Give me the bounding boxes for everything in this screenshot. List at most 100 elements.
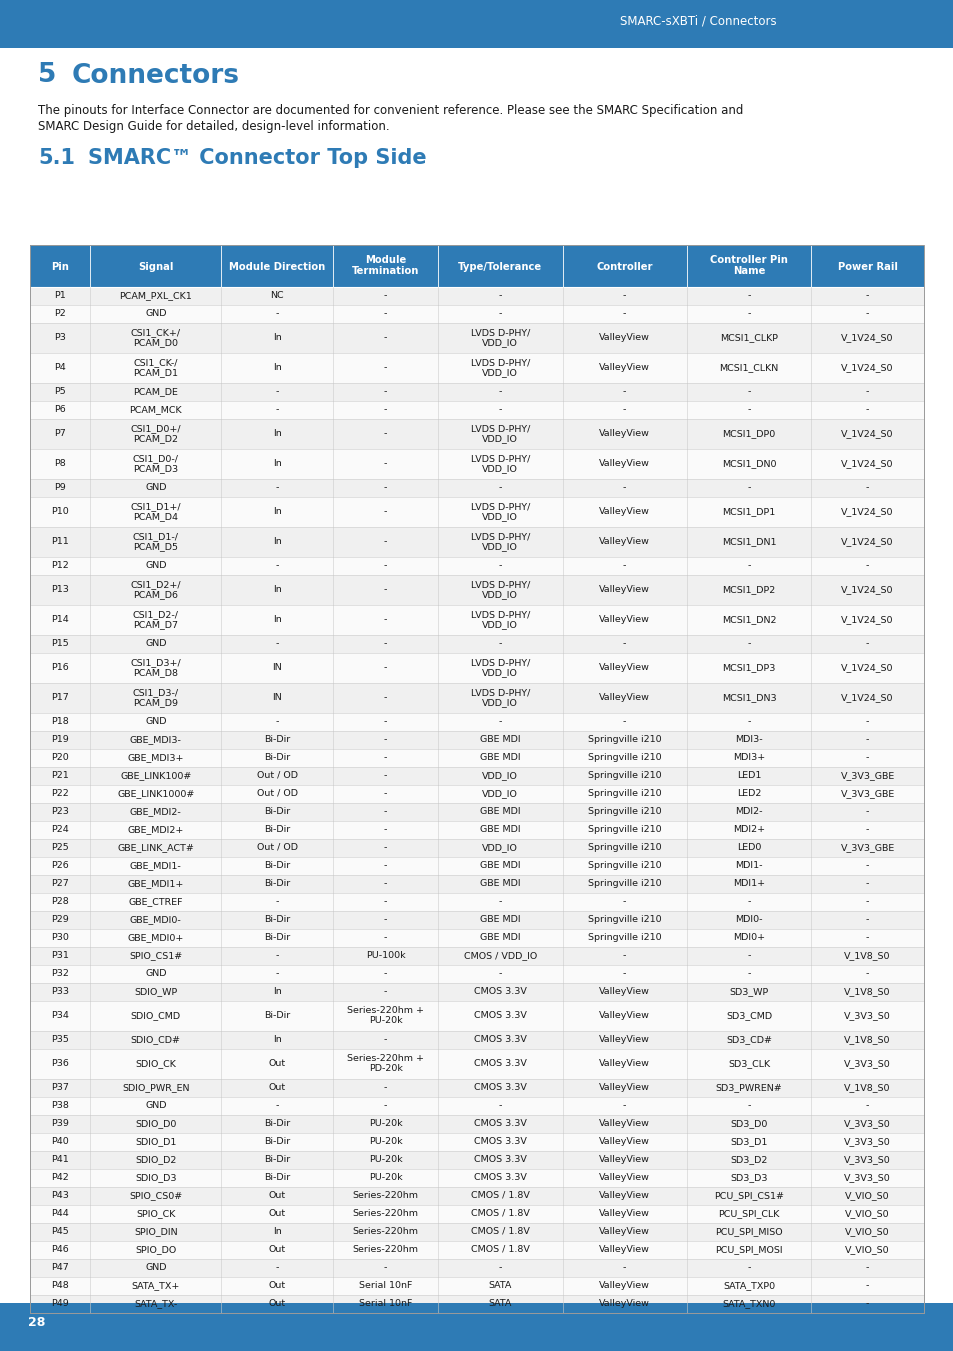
Text: ValleyView: ValleyView xyxy=(598,363,649,372)
Text: P41: P41 xyxy=(51,1155,69,1165)
Text: -: - xyxy=(865,753,868,762)
Text: CMOS 3.3V: CMOS 3.3V xyxy=(474,988,526,996)
Text: -: - xyxy=(865,309,868,317)
Text: Bi-Dir: Bi-Dir xyxy=(264,934,290,942)
Text: ValleyView: ValleyView xyxy=(598,1227,649,1236)
Text: -: - xyxy=(746,484,750,492)
Text: In: In xyxy=(273,430,281,438)
Text: -: - xyxy=(383,615,387,624)
Text: V_1V8_S0: V_1V8_S0 xyxy=(843,951,890,961)
Text: ValleyView: ValleyView xyxy=(598,536,649,546)
Text: P26: P26 xyxy=(51,861,69,870)
Text: GND: GND xyxy=(145,561,167,570)
Text: VDD_IO: VDD_IO xyxy=(482,367,517,377)
Text: P37: P37 xyxy=(51,1084,69,1092)
Text: SMARC Design Guide for detailed, design-level information.: SMARC Design Guide for detailed, design-… xyxy=(38,120,389,132)
Text: ValleyView: ValleyView xyxy=(598,430,649,438)
Text: PCU_SPI_CLK: PCU_SPI_CLK xyxy=(718,1209,779,1219)
Text: CMOS / 1.8V: CMOS / 1.8V xyxy=(471,1227,529,1236)
Text: SDIO_CK: SDIO_CK xyxy=(135,1059,176,1069)
Bar xyxy=(30,984,923,1001)
Text: CSI1_D3+/: CSI1_D3+/ xyxy=(131,658,181,667)
Text: V_3V3_S0: V_3V3_S0 xyxy=(843,1173,890,1182)
Text: MDI0-: MDI0- xyxy=(735,915,762,924)
Text: GBE_MDI3-: GBE_MDI3- xyxy=(130,735,182,744)
Text: -: - xyxy=(865,825,868,834)
Text: P11: P11 xyxy=(51,536,69,546)
Bar xyxy=(30,929,923,947)
Text: PU-20k: PU-20k xyxy=(369,1138,402,1146)
Text: ValleyView: ValleyView xyxy=(598,1084,649,1092)
Text: Bi-Dir: Bi-Dir xyxy=(264,735,290,744)
Text: Series-220hm: Series-220hm xyxy=(353,1246,418,1254)
Text: Bi-Dir: Bi-Dir xyxy=(264,1138,290,1146)
Text: SD3_CLK: SD3_CLK xyxy=(727,1059,769,1069)
Text: P10: P10 xyxy=(51,507,69,516)
Text: P6: P6 xyxy=(54,405,66,413)
Text: Springville i210: Springville i210 xyxy=(587,807,660,816)
Text: SPIO_CS0#: SPIO_CS0# xyxy=(129,1192,182,1200)
Text: In: In xyxy=(273,585,281,594)
Text: GBE MDI: GBE MDI xyxy=(479,934,520,942)
Text: SPIO_DO: SPIO_DO xyxy=(135,1246,176,1254)
Text: P3: P3 xyxy=(54,332,66,342)
Text: P48: P48 xyxy=(51,1281,69,1290)
Text: Series-220hm: Series-220hm xyxy=(353,1192,418,1200)
Text: -: - xyxy=(746,405,750,413)
Text: V_1V24_S0: V_1V24_S0 xyxy=(841,536,893,546)
Text: -: - xyxy=(746,290,750,300)
Text: -: - xyxy=(746,561,750,570)
Text: P34: P34 xyxy=(51,1011,69,1020)
Text: Out / OD: Out / OD xyxy=(256,771,297,780)
Text: Out / OD: Out / OD xyxy=(256,789,297,798)
Text: -: - xyxy=(383,753,387,762)
Text: PCAM_D9: PCAM_D9 xyxy=(133,698,178,707)
Text: -: - xyxy=(275,484,278,492)
Text: SATA: SATA xyxy=(488,1300,512,1308)
Text: -: - xyxy=(622,951,626,961)
Text: -: - xyxy=(865,735,868,744)
Text: CMOS / 1.8V: CMOS / 1.8V xyxy=(471,1246,529,1254)
Text: -: - xyxy=(383,459,387,467)
Text: -: - xyxy=(275,405,278,413)
Text: SMARC-sXBTi / Connectors: SMARC-sXBTi / Connectors xyxy=(619,14,776,27)
Text: Serial 10nF: Serial 10nF xyxy=(358,1300,412,1308)
Text: LVDS D-PHY/: LVDS D-PHY/ xyxy=(470,532,530,540)
Text: P9: P9 xyxy=(54,484,66,492)
Text: GBE MDI: GBE MDI xyxy=(479,880,520,888)
Text: -: - xyxy=(865,1281,868,1290)
Text: SDIO_WP: SDIO_WP xyxy=(134,988,177,996)
Text: -: - xyxy=(746,1101,750,1111)
Bar xyxy=(30,821,923,839)
Text: P35: P35 xyxy=(51,1035,69,1044)
Text: P23: P23 xyxy=(51,807,69,816)
Text: CSI1_CK+/: CSI1_CK+/ xyxy=(131,328,181,336)
Text: -: - xyxy=(865,1263,868,1273)
Text: -: - xyxy=(865,386,868,396)
Bar xyxy=(30,557,923,576)
Text: P20: P20 xyxy=(51,753,69,762)
Text: -: - xyxy=(383,915,387,924)
Text: LVDS D-PHY/: LVDS D-PHY/ xyxy=(470,580,530,589)
Bar xyxy=(30,653,923,684)
Text: -: - xyxy=(622,484,626,492)
Text: ValleyView: ValleyView xyxy=(598,693,649,703)
Text: ValleyView: ValleyView xyxy=(598,1173,649,1182)
Text: GND: GND xyxy=(145,484,167,492)
Text: Bi-Dir: Bi-Dir xyxy=(264,1119,290,1128)
Text: SATA_TX-: SATA_TX- xyxy=(134,1300,177,1308)
Text: -: - xyxy=(622,1101,626,1111)
Text: Type/Tolerance: Type/Tolerance xyxy=(457,262,542,272)
Bar xyxy=(30,449,923,480)
Text: Series-220hm +: Series-220hm + xyxy=(347,1006,424,1015)
Text: LVDS D-PHY/: LVDS D-PHY/ xyxy=(470,658,530,667)
Text: -: - xyxy=(383,332,387,342)
Text: PCAM_D2: PCAM_D2 xyxy=(133,434,178,443)
Bar xyxy=(30,497,923,527)
Text: PCAM_MCK: PCAM_MCK xyxy=(130,405,182,413)
Text: LED0: LED0 xyxy=(736,843,760,852)
Text: P49: P49 xyxy=(51,1300,69,1308)
Text: PU-20k: PU-20k xyxy=(369,1173,402,1182)
Text: -: - xyxy=(383,585,387,594)
Text: CMOS / 1.8V: CMOS / 1.8V xyxy=(471,1209,529,1219)
